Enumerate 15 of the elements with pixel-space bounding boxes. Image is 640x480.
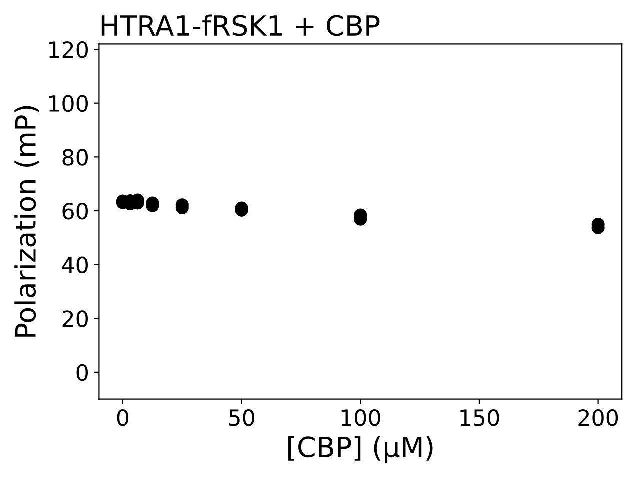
x-axis-title: [CBP] (μM): [288, 436, 433, 464]
x-tick-label: 50: [229, 409, 254, 426]
y-axis-title: Polarization (mP): [14, 106, 40, 337]
y-tick-label: 40: [62, 256, 88, 274]
y-tick-label: 60: [62, 202, 88, 220]
y-tick-label: 120: [50, 41, 88, 58]
chart-title: HTRA1-fRSK1 + CBP: [102, 14, 380, 36]
y-tick-label: 0: [76, 364, 88, 382]
y-tick-label: 100: [50, 95, 88, 112]
y-tick-label: 20: [62, 310, 88, 328]
y-tick-label: 80: [62, 149, 88, 166]
x-tick-label: 200: [578, 409, 618, 426]
x-tick-label: 150: [460, 409, 500, 426]
x-tick-label: 0: [117, 409, 129, 426]
x-tick-label: 100: [342, 409, 380, 426]
